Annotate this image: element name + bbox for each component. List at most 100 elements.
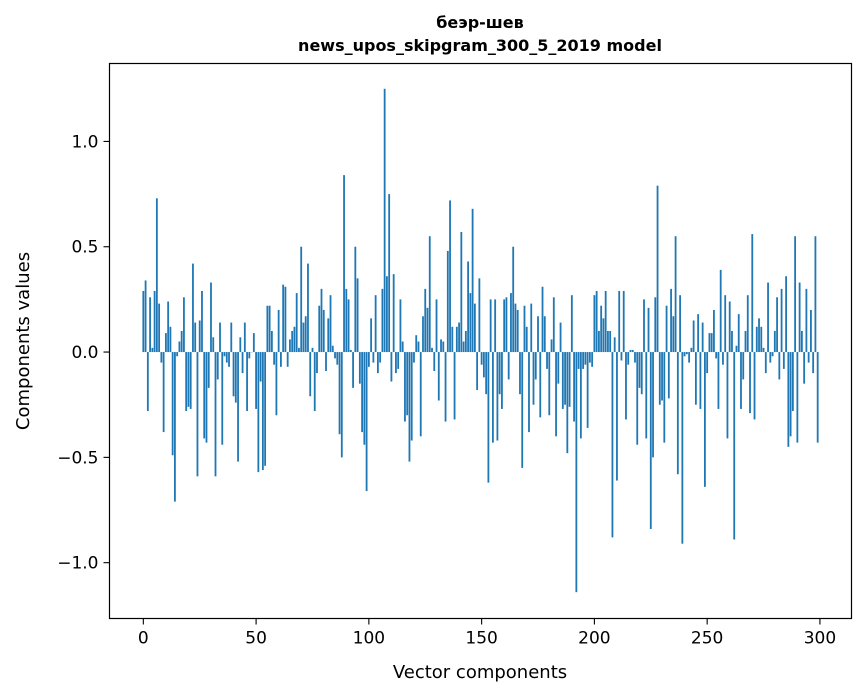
bar-161: [505, 297, 508, 353]
bar-33: [216, 352, 219, 380]
bar-276: [764, 352, 767, 374]
bar-120: [413, 352, 415, 363]
bar-289: [794, 236, 797, 353]
bar-141: [460, 232, 463, 353]
bar-80: [322, 309, 325, 353]
bar-45: [243, 322, 246, 353]
bar-43: [239, 337, 242, 353]
bar-252: [710, 333, 713, 353]
bar-136: [449, 200, 451, 353]
bar-271: [753, 352, 756, 420]
bar-282: [778, 352, 781, 380]
bar-297: [812, 352, 815, 374]
bar-287: [789, 352, 792, 437]
bar-292: [800, 330, 803, 353]
bar-291: [798, 282, 801, 353]
bar-258: [724, 295, 727, 353]
bar-295: [807, 352, 810, 363]
bar-177: [541, 286, 544, 353]
bar-104: [376, 352, 379, 374]
bar-133: [442, 341, 445, 353]
bar-109: [388, 194, 391, 353]
x-axis: 0 50 100 150 200 250 300: [138, 618, 836, 649]
x-tick-label: 150: [465, 629, 497, 649]
bar-277: [767, 282, 769, 353]
bar-119: [410, 352, 413, 441]
bar-207: [609, 330, 612, 353]
bar-268: [746, 295, 749, 353]
bar-230: [661, 352, 663, 401]
bar-126: [426, 307, 429, 353]
bar-64: [286, 352, 289, 367]
bar-196: [584, 352, 587, 365]
x-tick-label: 100: [353, 629, 385, 649]
bar-116: [404, 352, 406, 422]
bar-182: [552, 297, 555, 353]
x-tick-label: 50: [245, 629, 267, 649]
bar-27: [203, 352, 206, 439]
bar-19: [185, 352, 188, 412]
bar-180: [548, 352, 551, 416]
bar-165: [514, 303, 517, 353]
bar-26: [201, 290, 203, 353]
bar-163: [510, 293, 512, 353]
bar-99: [365, 352, 368, 492]
bar-101: [370, 318, 373, 353]
bar-197: [586, 352, 589, 428]
bar-12: [169, 326, 172, 353]
bar-270: [751, 234, 754, 353]
bar-82: [327, 318, 330, 353]
bar-125: [424, 288, 427, 353]
bar-257: [722, 352, 724, 365]
bar-238: [679, 295, 681, 353]
bar-279: [771, 352, 774, 357]
bar-89: [343, 175, 345, 353]
bar-92: [349, 349, 352, 353]
bar-59: [275, 352, 278, 416]
bar-290: [796, 352, 799, 443]
bar-250: [706, 352, 709, 374]
bar-199: [591, 352, 594, 367]
bar-37: [225, 352, 228, 363]
bar-152: [485, 352, 488, 395]
bar-14: [174, 352, 176, 502]
bar-162: [507, 352, 510, 380]
bar-138: [453, 352, 456, 420]
bar-124: [422, 316, 424, 353]
bar-115: [401, 341, 404, 353]
bar-157: [496, 352, 499, 441]
bar-166: [516, 309, 519, 353]
bar-234: [670, 288, 672, 353]
bar-219: [636, 352, 639, 445]
bar-5: [153, 290, 156, 353]
bar-263: [735, 345, 738, 353]
bars: [142, 88, 819, 593]
bar-235: [672, 316, 675, 353]
bar-156: [494, 299, 497, 353]
bar-223: [645, 352, 648, 439]
bar-255: [717, 352, 720, 409]
bar-218: [634, 352, 636, 363]
bar-7: [158, 303, 161, 353]
bar-231: [663, 352, 666, 443]
bar-113: [397, 352, 400, 369]
bar-216: [629, 349, 632, 353]
bar-38: [228, 352, 230, 367]
bar-46: [246, 352, 248, 412]
bar-139: [455, 326, 458, 353]
bar-198: [588, 352, 591, 363]
x-axis-label: Vector components: [393, 662, 567, 683]
bar-159: [501, 352, 503, 409]
bar-273: [758, 318, 760, 353]
bar-215: [627, 352, 630, 365]
bar-47: [248, 352, 251, 359]
bar-84: [331, 345, 334, 353]
bar-266: [742, 352, 745, 380]
bar-283: [780, 288, 783, 353]
bar-226: [652, 352, 654, 458]
bar-135: [446, 250, 449, 353]
bar-63: [284, 286, 287, 353]
bar-221: [640, 352, 643, 395]
bar-149: [478, 278, 481, 353]
bar-249: [704, 352, 706, 487]
